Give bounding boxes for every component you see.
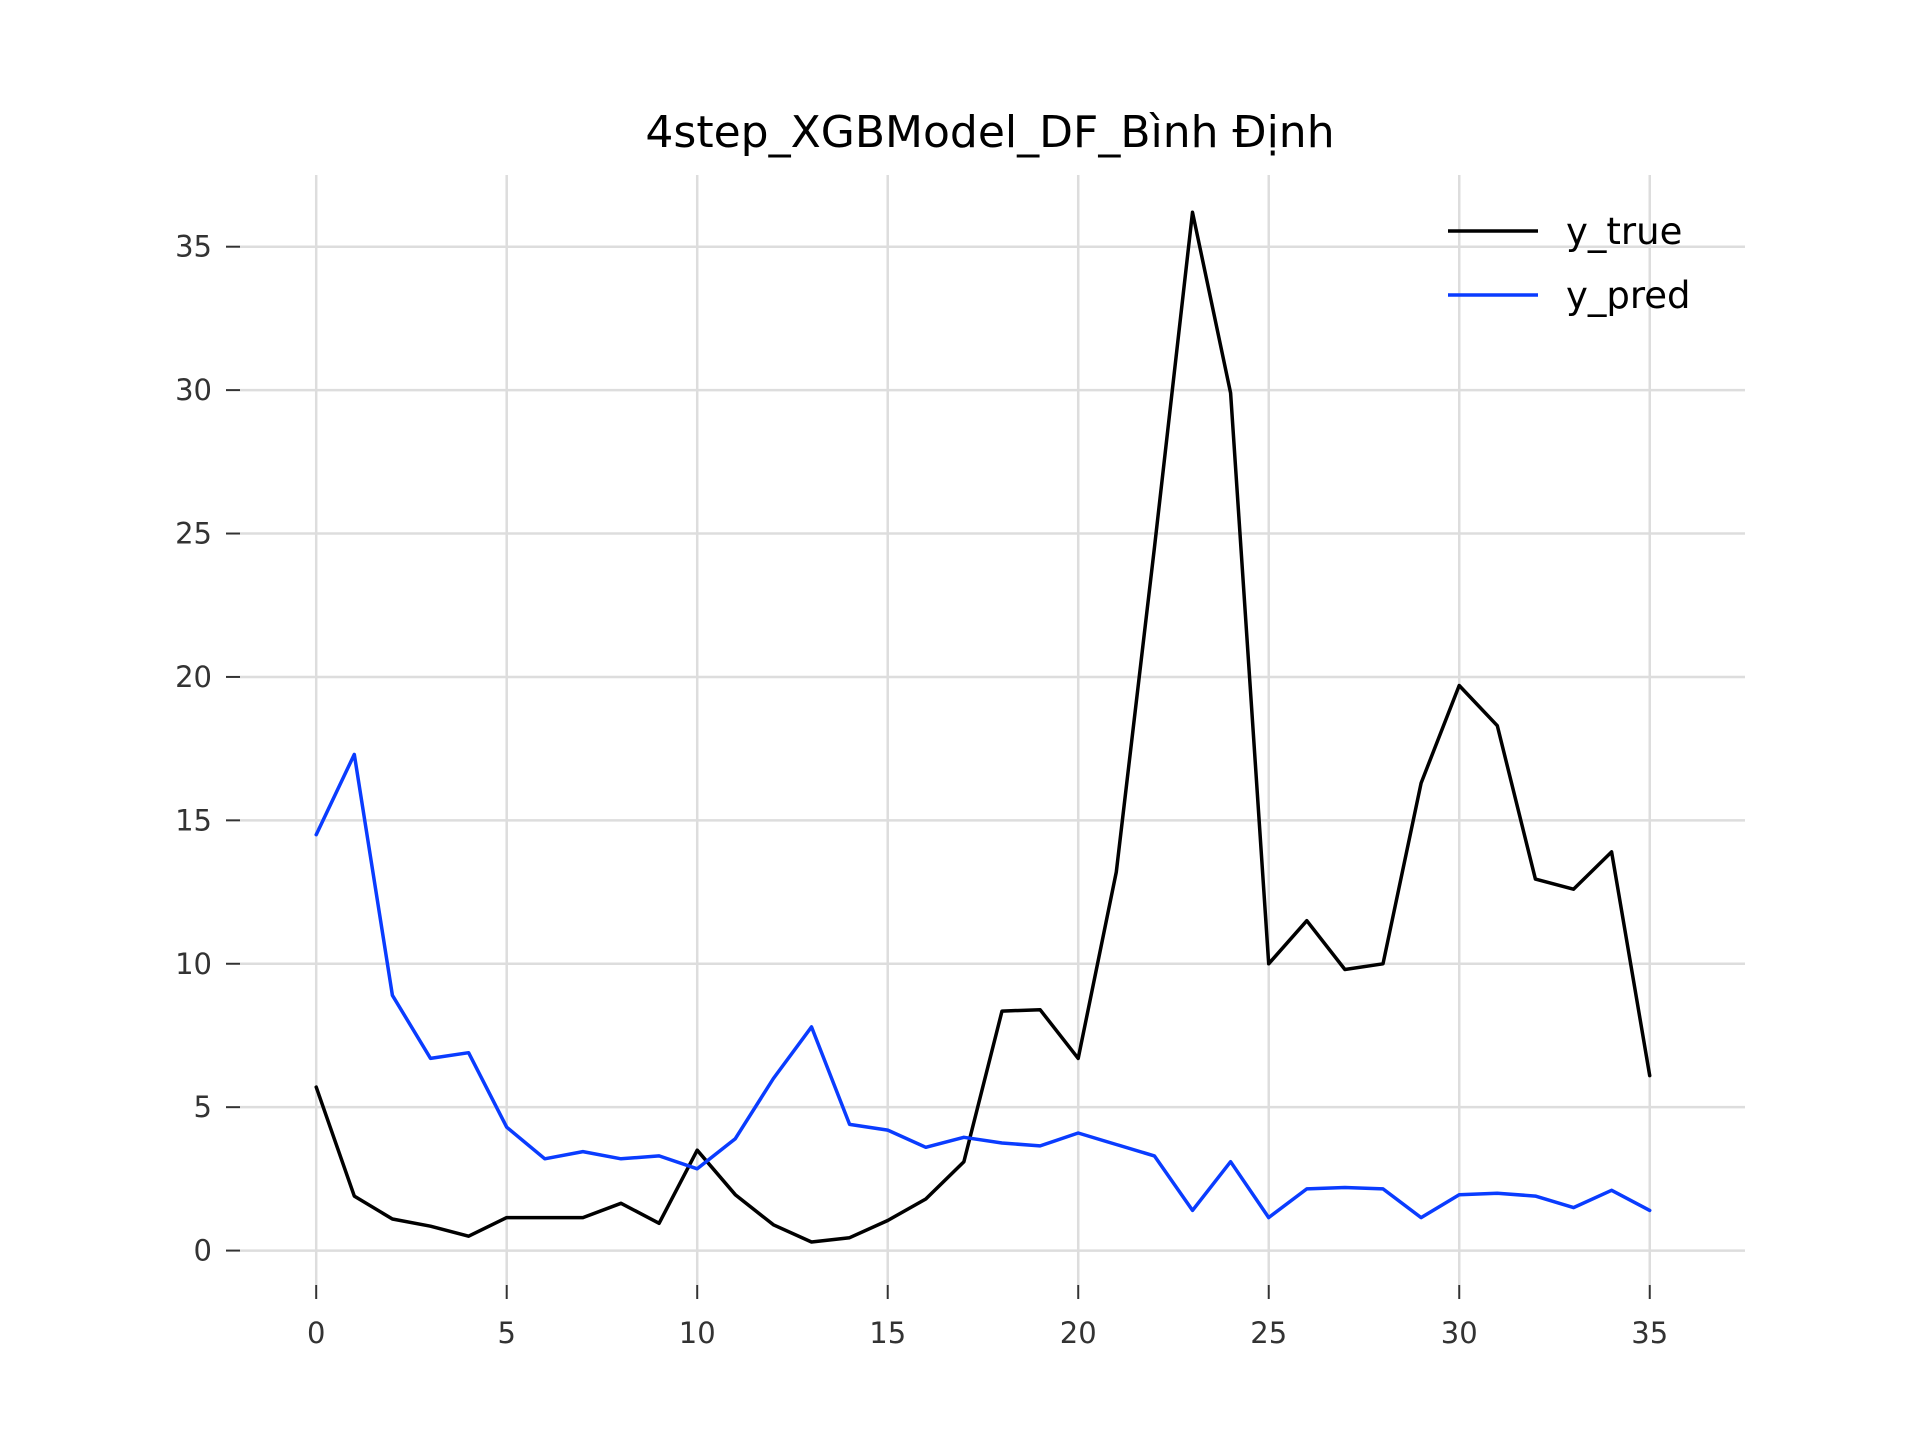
series-line-y-pred (314, 752, 1652, 1220)
x-tick-label: 35 (1631, 1316, 1668, 1350)
y-tick-label: 25 (175, 517, 212, 551)
x-tick-label: 30 (1441, 1316, 1478, 1350)
x-tick-label: 15 (869, 1316, 906, 1350)
legend-label-y-pred: y_pred (1566, 274, 1691, 317)
x-tick-label: 0 (307, 1316, 325, 1350)
y-tick-label: 20 (175, 660, 212, 694)
y-tick-label: 0 (194, 1234, 212, 1268)
y-tick-label: 30 (175, 373, 212, 407)
grid (240, 175, 1745, 1285)
series-line-y-true (314, 210, 1652, 1244)
y-tick-label: 35 (175, 230, 212, 264)
x-tick-label: 20 (1060, 1316, 1097, 1350)
x-tick-label: 25 (1250, 1316, 1287, 1350)
legend-label-y-true: y_true (1566, 210, 1682, 253)
x-tick-label: 5 (497, 1316, 515, 1350)
y-tick-label: 5 (194, 1090, 212, 1124)
axis-ticks: 0 5 10 15 20 25 30 35 0 5 10 15 20 25 30 35 (175, 230, 1668, 1350)
chart-title: 4step_XGBModel_DF_Bình Định (645, 107, 1334, 158)
legend: y_true y_pred (1448, 210, 1691, 317)
y-tick-label: 10 (175, 947, 212, 981)
series-lines (314, 210, 1652, 1244)
x-tick-label: 10 (679, 1316, 716, 1350)
y-tick-label: 15 (175, 803, 212, 837)
